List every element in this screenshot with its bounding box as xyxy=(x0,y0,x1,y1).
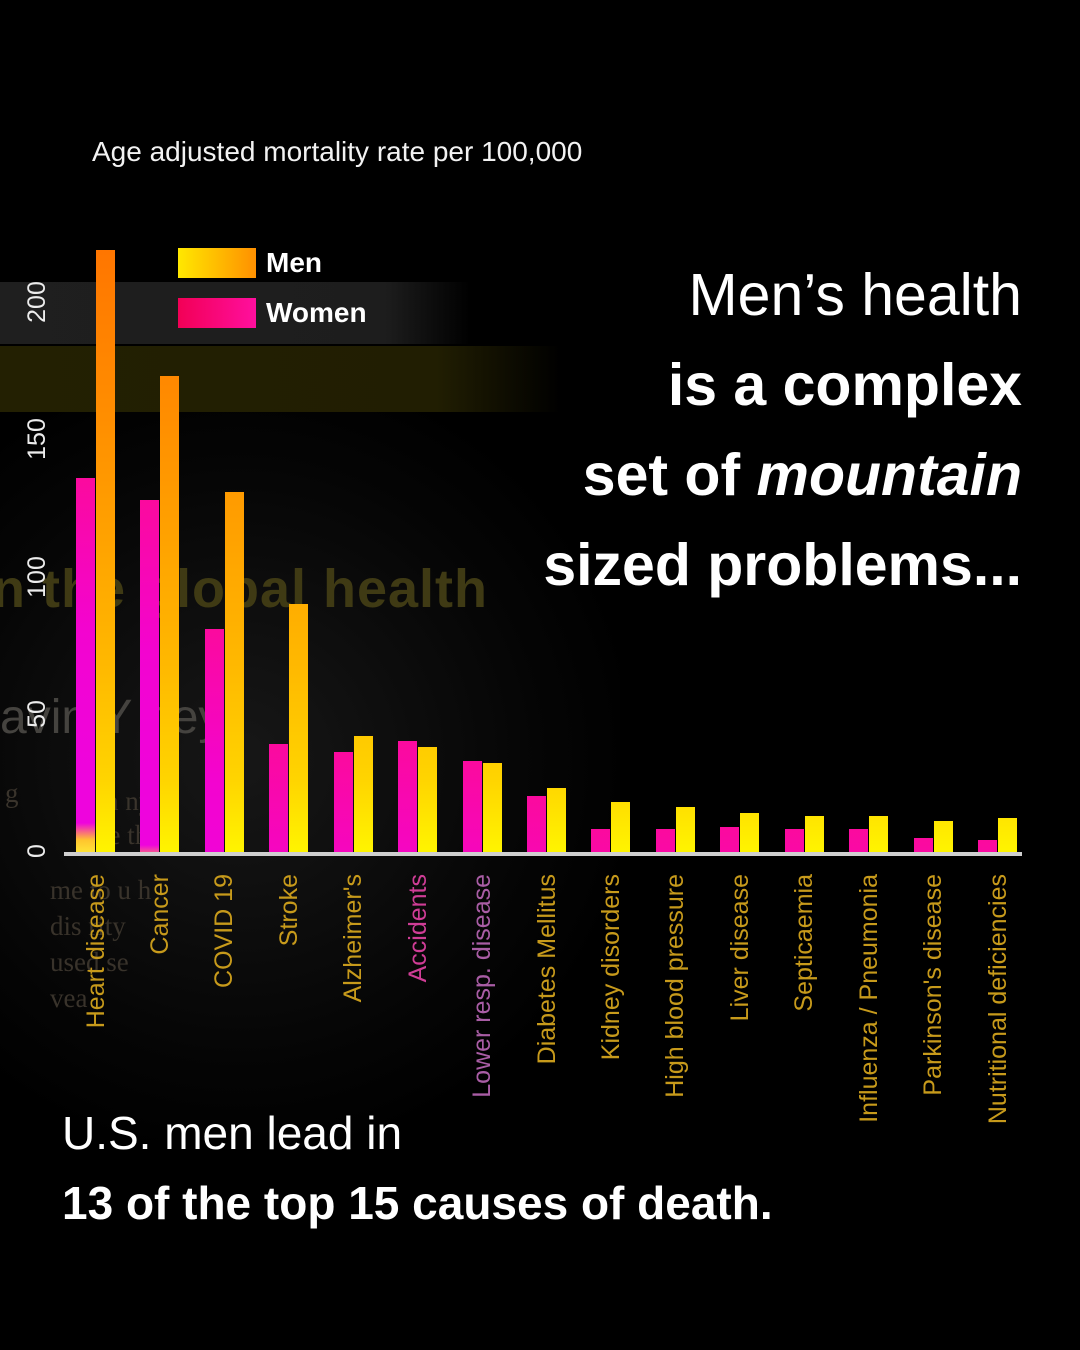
x-tick-label-kidney-disorders: Kidney disorders xyxy=(596,874,625,1065)
y-tick-label-100: 100 xyxy=(22,555,51,598)
ghost-paragraph-line: used se xyxy=(50,947,129,977)
x-tick-label-text: Stroke xyxy=(274,874,303,947)
x-tick-label-text: High blood pressure xyxy=(661,874,690,1098)
ghost-paragraph-line: vea xyxy=(50,983,88,1013)
bar-women-septicaemia xyxy=(784,829,804,854)
y-tick-label-50: 50 xyxy=(22,699,51,728)
x-axis-line xyxy=(64,852,1022,856)
bar-women-cancer xyxy=(140,500,160,854)
x-tick-label-heart-disease: Heart disease xyxy=(81,874,110,1033)
ghost-paragraph-line: me to u h xyxy=(50,875,152,905)
x-tick-label-text: Influenza / Pneumonia xyxy=(854,874,883,1123)
bar-men-cancer xyxy=(160,376,180,854)
y-tick-label-200: 200 xyxy=(22,281,51,323)
bar-men-lower-resp-disease xyxy=(482,763,502,854)
bar-men-stroke xyxy=(289,604,309,854)
x-tick-label-text: Heart disease xyxy=(81,874,110,1029)
x-tick-label-text: Lower resp. disease xyxy=(468,874,497,1098)
x-tick-label-text: Kidney disorders xyxy=(596,874,625,1061)
legend-swatch-men xyxy=(178,248,256,278)
x-tick-label-lower-resp-disease: Lower resp. disease xyxy=(468,874,497,1103)
x-tick-label-diabetes-mellitus: Diabetes Mellitus xyxy=(532,874,561,1069)
x-tick-label-high-blood-pressure: High blood pressure xyxy=(661,874,690,1103)
footer-caption: U.S. men lead in 13 of the top 15 causes… xyxy=(62,1098,773,1238)
headline-line1: Men’s health xyxy=(688,262,1022,328)
x-tick-label-stroke: Stroke xyxy=(274,874,303,951)
ghost-band-olive xyxy=(0,346,560,412)
bar-men-kidney-disorders xyxy=(611,802,631,854)
y-tick-label-0: 0 xyxy=(22,844,51,858)
x-tick-label-text: COVID 19 xyxy=(210,874,239,988)
bar-men-nutritional-deficiencies xyxy=(998,818,1018,854)
bar-men-diabetes-mellitus xyxy=(547,788,566,854)
bar-women-influenza-pneumonia xyxy=(849,829,869,854)
bar-men-parkinson-s-disease xyxy=(933,821,953,854)
bar-women-diabetes-mellitus xyxy=(527,796,546,854)
x-tick-label-liver-disease: Liver disease xyxy=(725,874,754,1026)
headline-line2: is a complex xyxy=(667,352,1022,418)
bar-women-covid-19 xyxy=(204,629,224,854)
bar-men-covid-19 xyxy=(224,492,244,854)
chart-title: Age adjusted mortality rate per 100,000 xyxy=(92,136,583,167)
x-tick-label-text: Liver disease xyxy=(725,874,754,1022)
bar-women-kidney-disorders xyxy=(591,829,611,854)
x-tick-label-parkinson-s-disease: Parkinson's disease xyxy=(919,874,948,1101)
x-tick-label-septicaemia: Septicaemia xyxy=(790,874,819,1017)
bar-women-nutritional-deficiencies xyxy=(978,840,998,854)
bar-men-septicaemia xyxy=(804,816,824,854)
x-tick-label-text: Diabetes Mellitus xyxy=(532,874,561,1065)
x-tick-label-text: Cancer xyxy=(145,874,174,955)
bar-women-liver-disease xyxy=(720,827,740,854)
bar-women-alzheimer-s xyxy=(333,752,353,854)
headline-line3-italic: mountain xyxy=(756,442,1022,508)
x-tick-label-covid-19: COVID 19 xyxy=(210,874,239,993)
x-tick-label-alzheimer-s: Alzheimer's xyxy=(339,874,368,1007)
x-tick-label-text: Accidents xyxy=(403,874,432,983)
bar-men-influenza-pneumonia xyxy=(869,816,889,854)
y-tick-label-150: 150 xyxy=(22,418,51,461)
headline-line3: set of mountain xyxy=(582,442,1022,508)
footer-line1: U.S. men lead in xyxy=(62,1107,403,1159)
footer-line2: 13 of the top 15 causes of death. xyxy=(62,1177,773,1229)
x-tick-label-nutritional-deficiencies: Nutritional deficiencies xyxy=(983,874,1012,1129)
bar-women-parkinson-s-disease xyxy=(913,838,933,854)
bar-women-high-blood-pressure xyxy=(655,829,675,854)
x-tick-label-text: Septicaemia xyxy=(790,874,819,1012)
ghost-paragraph-line: dis rity xyxy=(50,911,126,941)
x-tick-label-text: Alzheimer's xyxy=(339,874,368,1003)
bar-men-accidents xyxy=(418,747,438,854)
bar-men-heart-disease xyxy=(96,250,115,854)
x-tick-label-accidents: Accidents xyxy=(403,874,432,987)
bar-men-liver-disease xyxy=(740,813,760,854)
headline: Men’s health is a complex set of mountai… xyxy=(402,250,1022,610)
ghost-paragraph: me to u h dis rity used se vea xyxy=(50,872,151,1016)
legend-swatch-women xyxy=(178,298,256,328)
legend-label-women: Women xyxy=(266,297,367,328)
x-tick-label-cancer: Cancer xyxy=(145,874,174,960)
x-tick-label-text: Parkinson's disease xyxy=(919,874,948,1096)
legend-label-men: Men xyxy=(266,247,322,278)
bar-women-lower-resp-disease xyxy=(462,761,482,854)
bar-men-high-blood-pressure xyxy=(675,807,695,854)
bar-women-heart-disease xyxy=(76,478,95,854)
ghost-scatter-0: g xyxy=(5,778,19,808)
bar-women-accidents xyxy=(398,741,418,854)
x-tick-label-text: Nutritional deficiencies xyxy=(983,874,1012,1125)
bar-women-stroke xyxy=(269,744,289,854)
x-tick-label-influenza-pneumonia: Influenza / Pneumonia xyxy=(854,874,883,1128)
bar-men-alzheimer-s xyxy=(353,736,373,854)
headline-line4: sized problems... xyxy=(543,532,1022,598)
